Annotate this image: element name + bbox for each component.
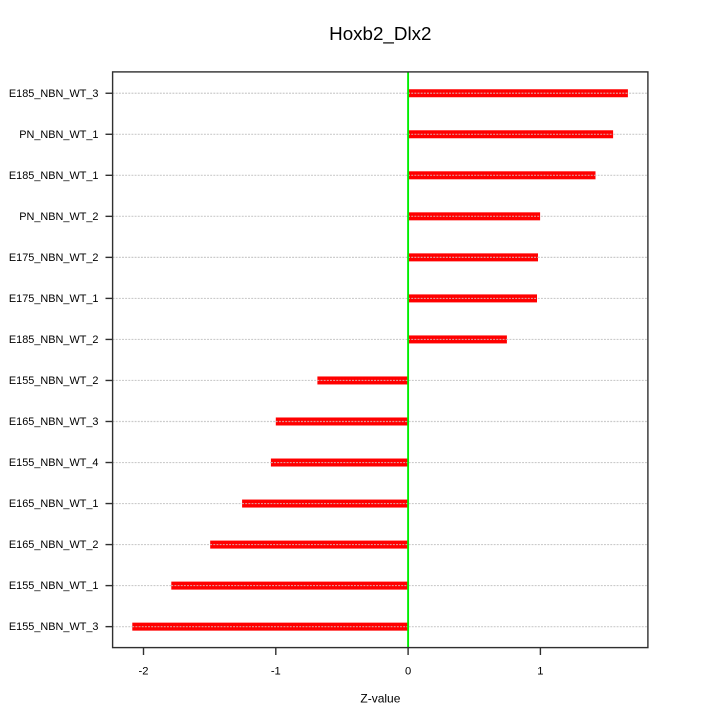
svg-text:E165_NBN_WT_2: E165_NBN_WT_2 [9, 539, 99, 551]
svg-text:E175_NBN_WT_2: E175_NBN_WT_2 [9, 252, 99, 264]
svg-text:E175_NBN_WT_1: E175_NBN_WT_1 [9, 293, 99, 305]
svg-text:0: 0 [405, 666, 411, 678]
svg-text:E165_NBN_WT_1: E165_NBN_WT_1 [9, 498, 99, 510]
svg-text:-1: -1 [271, 666, 281, 678]
svg-text:-2: -2 [139, 666, 149, 678]
svg-text:E155_NBN_WT_2: E155_NBN_WT_2 [9, 375, 99, 387]
svg-text:1: 1 [537, 666, 543, 678]
svg-text:E155_NBN_WT_1: E155_NBN_WT_1 [9, 580, 99, 592]
svg-text:PN_NBN_WT_1: PN_NBN_WT_1 [19, 129, 98, 141]
svg-text:Hoxb2_Dlx2: Hoxb2_Dlx2 [329, 23, 431, 45]
svg-text:E185_NBN_WT_3: E185_NBN_WT_3 [9, 88, 99, 100]
svg-text:E155_NBN_WT_4: E155_NBN_WT_4 [9, 457, 99, 469]
svg-text:PN_NBN_WT_2: PN_NBN_WT_2 [19, 211, 98, 223]
svg-text:Z-value: Z-value [360, 692, 400, 706]
svg-text:E155_NBN_WT_3: E155_NBN_WT_3 [9, 621, 99, 633]
svg-text:E165_NBN_WT_3: E165_NBN_WT_3 [9, 416, 99, 428]
svg-text:E185_NBN_WT_2: E185_NBN_WT_2 [9, 334, 99, 346]
svg-text:E185_NBN_WT_1: E185_NBN_WT_1 [9, 170, 99, 182]
